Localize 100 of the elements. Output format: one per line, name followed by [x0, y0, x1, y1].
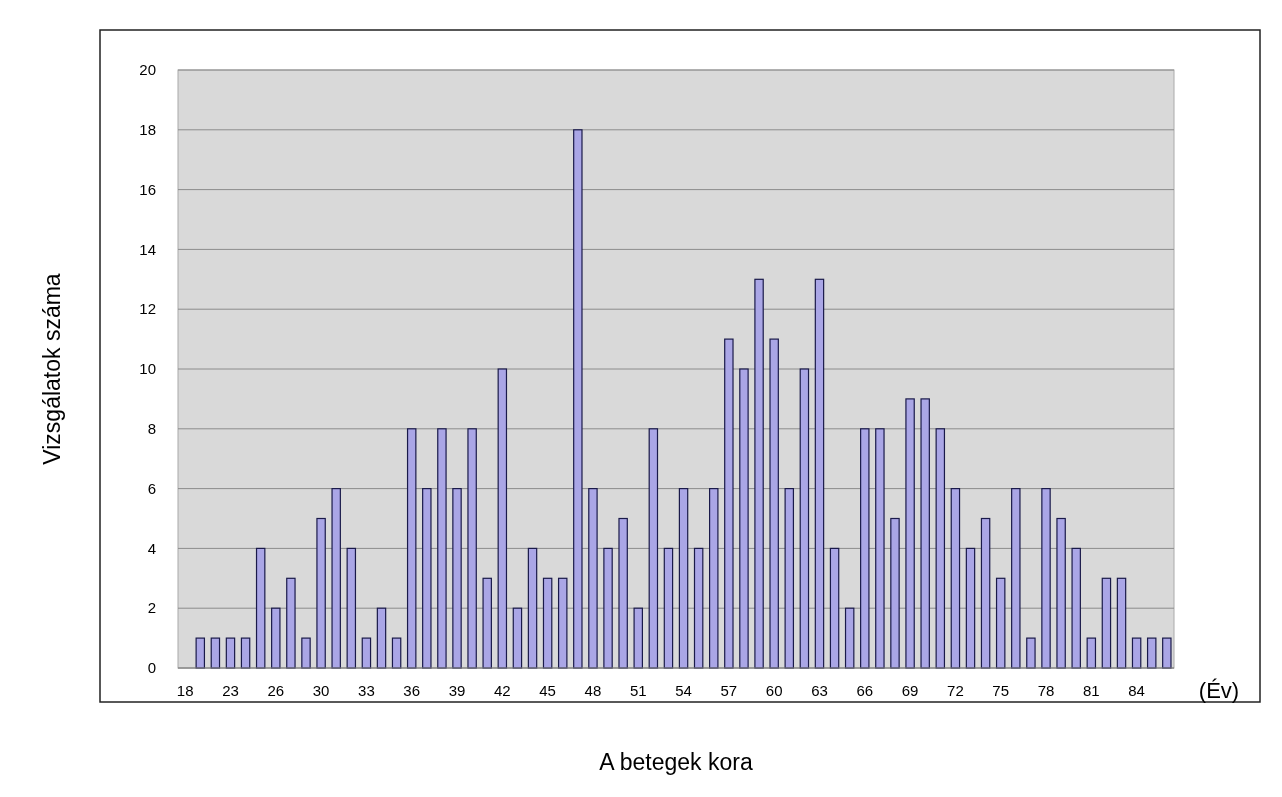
bar	[724, 338, 734, 669]
bar	[693, 547, 704, 669]
y-tick-label: 12	[139, 300, 156, 318]
bar	[784, 488, 795, 669]
y-tick-label: 4	[147, 539, 156, 557]
bar	[829, 547, 840, 669]
bar	[557, 577, 568, 669]
bar	[542, 577, 553, 669]
bar	[376, 607, 387, 669]
bar	[618, 517, 628, 669]
bar	[995, 577, 1006, 669]
bar	[588, 488, 598, 669]
x-tick-label: 66	[856, 682, 874, 699]
bar	[497, 368, 508, 669]
x-tick-label: 30	[312, 682, 330, 699]
bar	[860, 428, 870, 669]
bar	[709, 488, 719, 669]
x-tick-label: 23	[222, 682, 239, 699]
x-tick-label: 36	[403, 682, 421, 699]
bar	[391, 637, 402, 669]
x-tick-label: 26	[267, 682, 285, 699]
bar	[935, 428, 946, 669]
bar	[240, 637, 251, 669]
bar	[1056, 517, 1066, 669]
bar	[316, 517, 326, 669]
bar	[663, 547, 674, 669]
bar	[271, 607, 281, 669]
bar	[301, 637, 311, 669]
x-tick-label: 78	[1037, 682, 1055, 699]
bar	[467, 428, 477, 669]
y-tick-label: 6	[147, 479, 156, 497]
x-tick-label: 48	[584, 682, 602, 699]
bar	[950, 488, 961, 669]
x-tick-label: 75	[992, 682, 1010, 699]
x-tick-label: 39	[448, 682, 466, 699]
x-tick-label: 81	[1082, 682, 1100, 699]
x-tick-label: 54	[675, 682, 692, 699]
bar	[346, 547, 357, 669]
x-tick-label: 18	[176, 682, 194, 699]
bar	[1041, 488, 1051, 669]
y-tick-label: 18	[139, 121, 156, 139]
bar	[225, 637, 236, 669]
bar	[255, 547, 266, 669]
x-tick-label: 69	[901, 682, 919, 699]
y-tick-label: 10	[139, 360, 156, 378]
bar	[1026, 637, 1036, 669]
y-tick-label: 20	[139, 61, 156, 79]
bar	[980, 517, 991, 669]
bar	[1116, 577, 1127, 669]
x-tick-label: 45	[539, 682, 556, 699]
bar	[331, 488, 341, 669]
bar	[799, 368, 810, 669]
bar	[678, 488, 689, 669]
bar	[406, 428, 417, 669]
y-axis-title: Vizsgálatok száma	[39, 273, 65, 465]
bar	[512, 607, 523, 669]
bar	[437, 428, 447, 669]
bar	[361, 637, 372, 669]
bar	[920, 398, 930, 669]
bar	[890, 517, 900, 669]
bar	[905, 398, 915, 669]
y-tick-label: 14	[139, 240, 156, 258]
bar	[633, 607, 643, 669]
bar	[195, 637, 206, 669]
bar	[422, 488, 432, 669]
bar	[1101, 577, 1112, 669]
y-tick-label: 8	[147, 420, 156, 438]
bar	[769, 338, 779, 669]
x-axis-title: A betegek kora	[599, 749, 753, 775]
bar	[844, 607, 855, 669]
bar	[452, 488, 462, 669]
bar	[1011, 488, 1021, 669]
x-tick-label: 42	[493, 682, 511, 699]
bar	[814, 278, 825, 669]
x-tick-label: 72	[947, 682, 964, 699]
bar	[210, 637, 221, 669]
bar	[1086, 637, 1097, 669]
x-tick-label: 84	[1128, 682, 1145, 699]
x-tick-label: 33	[358, 682, 375, 699]
bar	[286, 577, 296, 669]
bar	[1162, 637, 1172, 669]
y-tick-label: 0	[147, 659, 156, 677]
bar	[754, 278, 764, 669]
x-tick-label: 63	[811, 682, 828, 699]
y-tick-label: 2	[147, 599, 156, 617]
x-tick-label: 60	[765, 682, 783, 699]
bar	[1131, 637, 1142, 669]
bar	[648, 428, 659, 669]
bar	[965, 547, 976, 669]
text: (Év)	[1198, 678, 1240, 703]
bar	[527, 547, 538, 669]
bar	[739, 368, 749, 669]
x-tick-label: 57	[720, 682, 738, 699]
bar	[573, 129, 583, 669]
bar	[1071, 547, 1081, 669]
bar	[1146, 637, 1157, 669]
bar	[875, 428, 885, 669]
bar	[482, 577, 492, 669]
x-tick-label: 51	[629, 682, 647, 699]
bar	[603, 547, 613, 669]
